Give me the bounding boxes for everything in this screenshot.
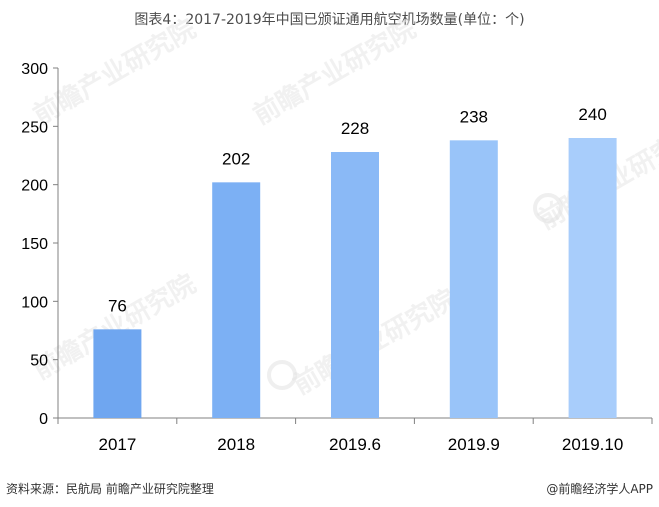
watermark-text: 前瞻产业研究院 xyxy=(248,13,421,131)
x-tick-label: 2019.6 xyxy=(329,435,381,454)
y-tick-label: 150 xyxy=(21,236,48,253)
chart-title: 图表4：2017-2019年中国已颁证通用航空机场数量(单位：个) xyxy=(134,12,525,28)
data-labels: 2017 76 2018 202 2019.6 228 2019.9 238 2019.10 24… xyxy=(98,105,623,454)
bars xyxy=(93,138,617,419)
x-tick-label: 2019.10 xyxy=(562,435,623,454)
y-tick-label: 300 xyxy=(21,61,48,78)
data-label: 202 xyxy=(222,149,250,168)
bar xyxy=(212,182,261,418)
y-tick-label: 50 xyxy=(30,353,48,370)
data-label: 76 xyxy=(108,296,127,315)
brand-credit: @前瞻经济学人APP xyxy=(546,482,653,496)
y-tick-label: 100 xyxy=(21,294,48,311)
watermark-logo-icon xyxy=(533,193,563,223)
bar xyxy=(568,138,617,418)
source-note: 资料来源：民航局 前瞻产业研究院整理 xyxy=(6,482,214,496)
bar xyxy=(93,329,142,418)
x-tick-label: 2017 xyxy=(98,435,136,454)
y-tick-label: 0 xyxy=(39,411,48,428)
axes: 0 50 100 150 200 250 300 xyxy=(21,61,653,428)
y-tick-label: 200 xyxy=(21,178,48,195)
bar xyxy=(449,140,498,419)
data-label: 240 xyxy=(578,105,606,124)
bar xyxy=(331,152,379,418)
x-tick-label: 2018 xyxy=(217,435,255,454)
y-tick-label: 250 xyxy=(21,119,48,136)
data-label: 228 xyxy=(341,119,369,138)
watermark-text: 前瞻产业研究院 xyxy=(28,13,201,131)
watermark-logo-icon xyxy=(267,360,297,390)
data-label: 238 xyxy=(460,107,488,126)
x-tick-label: 2019.9 xyxy=(448,435,500,454)
